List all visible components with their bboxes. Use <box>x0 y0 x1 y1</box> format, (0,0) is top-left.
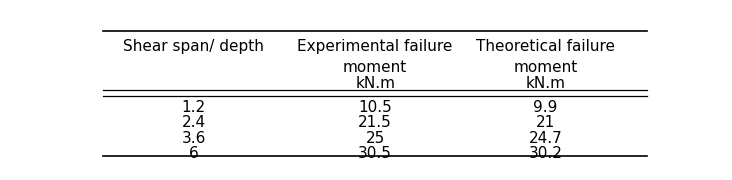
Text: moment: moment <box>343 60 407 75</box>
Text: 21: 21 <box>536 115 555 130</box>
Text: Shear span/ depth: Shear span/ depth <box>123 39 264 54</box>
Text: 1.2: 1.2 <box>182 100 206 115</box>
Text: Theoretical failure: Theoretical failure <box>476 39 615 54</box>
Text: 3.6: 3.6 <box>182 130 206 145</box>
Text: 25: 25 <box>365 130 385 145</box>
Text: 2.4: 2.4 <box>182 115 206 130</box>
Text: kN.m: kN.m <box>526 76 565 91</box>
Text: moment: moment <box>513 60 578 75</box>
Text: 30.2: 30.2 <box>529 146 562 161</box>
Text: 10.5: 10.5 <box>358 100 392 115</box>
Text: kN.m: kN.m <box>355 76 395 91</box>
Text: 21.5: 21.5 <box>358 115 392 130</box>
Text: Experimental failure: Experimental failure <box>297 39 453 54</box>
Text: 24.7: 24.7 <box>529 130 562 145</box>
Text: 9.9: 9.9 <box>533 100 558 115</box>
Text: 6: 6 <box>189 146 198 161</box>
Text: 30.5: 30.5 <box>358 146 392 161</box>
